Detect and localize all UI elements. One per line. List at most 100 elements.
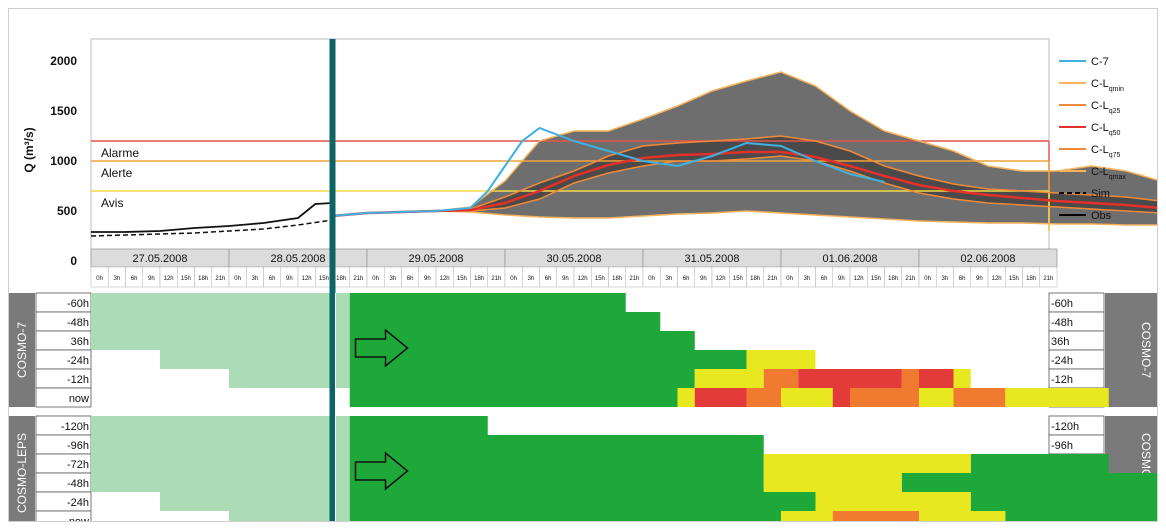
date-label: 31.05.2008 — [684, 253, 739, 265]
hour-label: 12h — [854, 276, 864, 282]
warning-cell — [349, 293, 626, 312]
warning-cell — [953, 388, 1006, 407]
date-label: 29.05.2008 — [408, 253, 463, 265]
warning-cell — [798, 369, 902, 388]
hour-label: 0h — [924, 276, 931, 282]
warning-cell — [349, 312, 661, 331]
lead-time-label-left: -96h — [67, 440, 89, 452]
hour-label: 9h — [562, 276, 569, 282]
hydrograph-warning-chart: 0 500 1000 1500 2000 Q (m³/s) Alarme Alerte Avis… — [9, 38, 1157, 521]
lead-time-label-left: -12h — [67, 374, 89, 386]
hour-label: 3h — [666, 276, 673, 282]
hour-label: 15h — [1009, 276, 1019, 282]
panel-name-block-left — [9, 293, 35, 407]
hour-label: 3h — [942, 276, 949, 282]
past-warning-cell — [160, 492, 350, 511]
hour-label: 3h — [252, 276, 259, 282]
hour-label: 21h — [767, 276, 777, 282]
hour-label: 21h — [1043, 276, 1053, 282]
lead-time-label-right: -48h — [1051, 317, 1073, 329]
past-warning-cell — [91, 331, 350, 350]
legend-label: C-7 — [1091, 56, 1109, 68]
hour-label: 9h — [286, 276, 293, 282]
series-qmax — [332, 71, 1157, 217]
warning-cell — [349, 473, 764, 492]
warning-cell — [815, 492, 971, 511]
date-label: 27.05.2008 — [132, 253, 187, 265]
lead-time-label-left: -24h — [67, 355, 89, 367]
hour-label: 15h — [181, 276, 191, 282]
y-tick-label: 2000 — [50, 54, 77, 68]
lead-time-label-left: -60h — [67, 298, 89, 310]
forecast-start-marker — [329, 39, 336, 521]
lead-time-label-right: -60h — [1051, 298, 1073, 310]
warning-cell — [901, 369, 919, 388]
hour-label: 21h — [491, 276, 501, 282]
hour-label: 15h — [457, 276, 467, 282]
warning-cell — [970, 454, 1109, 473]
warning-cell — [349, 416, 488, 435]
warning-cell — [349, 454, 764, 473]
warning-cell — [763, 473, 902, 492]
past-warning-cell — [91, 473, 350, 492]
threshold-label: Avis — [101, 196, 123, 210]
hour-label: 6h — [959, 276, 966, 282]
hour-label: 0h — [96, 276, 103, 282]
warning-cell — [1005, 388, 1109, 407]
past-warning-cell — [91, 312, 350, 331]
hour-label: 9h — [424, 276, 431, 282]
forecast-arrow-icon — [354, 328, 409, 368]
hour-label: 0h — [648, 276, 655, 282]
hour-label: 18h — [888, 276, 898, 282]
past-warning-cell — [160, 350, 350, 369]
past-warning-cell — [91, 293, 350, 312]
hour-label: 18h — [198, 276, 208, 282]
hour-label: 6h — [407, 276, 414, 282]
series-sim — [90, 219, 333, 237]
legend-label: C-Lq25 — [1091, 100, 1121, 115]
hour-label: 12h — [302, 276, 312, 282]
hour-label: 18h — [612, 276, 622, 282]
warning-cell — [694, 388, 747, 407]
lead-time-label-left: 36h — [71, 336, 89, 348]
hour-label: 12h — [164, 276, 174, 282]
panel-name-left: COSMO-7 — [15, 322, 29, 378]
hour-label: 3h — [390, 276, 397, 282]
past-warning-cell — [91, 435, 350, 454]
date-label: 02.06.2008 — [960, 253, 1015, 265]
lead-time-label-left: -120h — [61, 421, 89, 433]
warning-cell — [832, 388, 850, 407]
lead-time-label-right: -96h — [1051, 440, 1073, 452]
warning-cell — [919, 369, 954, 388]
lead-time-label-left: now — [69, 393, 89, 405]
hour-label: 15h — [319, 276, 329, 282]
hour-label: 3h — [528, 276, 535, 282]
series-qmin — [332, 210, 1157, 226]
hour-label: 6h — [131, 276, 138, 282]
y-axis-label: Q (m³/s) — [22, 127, 36, 172]
hour-label: 9h — [700, 276, 707, 282]
warning-cell — [763, 369, 799, 388]
hour-label: 3h — [114, 276, 121, 282]
hour-label: 18h — [1026, 276, 1036, 282]
warning-cell — [953, 369, 971, 388]
warning-cell — [746, 388, 781, 407]
threshold-label: Alerte — [101, 166, 133, 180]
warning-cell — [349, 388, 678, 407]
hour-label: 21h — [629, 276, 639, 282]
hour-label: 9h — [976, 276, 983, 282]
lead-time-label-right: -120h — [1051, 421, 1079, 433]
legend-label: Obs — [1091, 210, 1112, 222]
hour-label: 6h — [683, 276, 690, 282]
warning-cell — [850, 388, 919, 407]
hour-label: 9h — [838, 276, 845, 282]
chart-frame: 0 500 1000 1500 2000 Q (m³/s) Alarme Alerte Avis… — [8, 8, 1158, 522]
hour-label: 12h — [992, 276, 1002, 282]
hour-label: 15h — [733, 276, 743, 282]
warning-cell — [349, 369, 695, 388]
hour-label: 18h — [336, 276, 346, 282]
hour-label: 0h — [372, 276, 379, 282]
series-q50 — [332, 150, 1157, 218]
warning-cell — [349, 350, 747, 369]
legend-label: C-Lq50 — [1091, 122, 1121, 137]
